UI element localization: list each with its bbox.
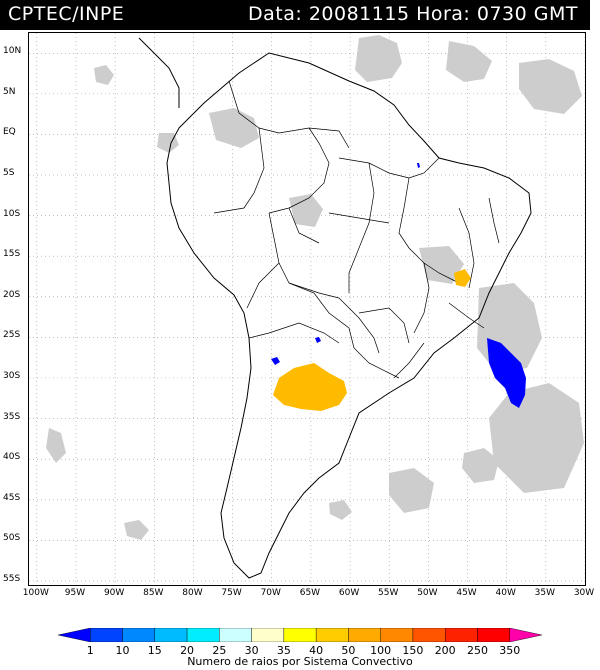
legend-colorbar [58,628,542,642]
legend-value: 15 [147,644,162,657]
legend-value: 40 [309,644,324,657]
map-frame [28,32,586,586]
country-borders [213,80,500,379]
legend-value: 1 [86,644,94,657]
legend-value: 10 [115,644,130,657]
map-header: CPTEC/INPE Data: 20081115 Hora: 0730 GMT [0,0,590,30]
legend-value: 200 [434,644,456,657]
legend-swatch [477,628,510,642]
legend-swatch [186,628,220,642]
lat-label: 25S [3,330,21,341]
lon-label: 30W [573,588,595,598]
lon-label: 50W [417,588,438,598]
legend-swatch [348,628,381,642]
lat-label: 45S [3,492,21,503]
coastline [138,37,532,579]
lon-label: 75W [221,588,242,598]
legend-swatch [122,628,155,642]
south-atlantic-cluster [487,338,526,408]
legend-swatch [315,628,349,642]
lat-label: 50S [3,533,21,544]
lat-label: 35S [3,411,21,422]
legend-value: 25 [212,644,227,657]
legend-swatch [412,628,446,642]
small-blue-cell-2 [315,337,321,343]
legend-swatch [509,628,542,642]
legend-caption: Numero de raios por Sistema Convectivo [187,655,413,668]
lat-label: 55S [3,573,21,584]
legend-swatch [283,628,317,642]
legend-value: 150 [402,644,424,657]
lat-label: 5S [3,168,15,179]
legend-value: 100 [370,644,392,657]
legend-value: 30 [244,644,259,657]
lon-label: 90W [103,588,125,598]
argentina-uruguay-cluster [273,363,347,411]
lat-label: 5N [3,86,16,97]
lon-label: 85W [143,588,164,598]
legend-swatch [58,628,91,642]
legend-swatch [251,628,285,642]
lon-label: 45W [456,588,477,598]
legend-value: 50 [341,644,356,657]
lat-label: 30S [3,371,21,381]
legend-value: 350 [499,644,521,657]
legend-value: 250 [466,644,488,657]
legend-swatch [90,628,123,642]
graticule [29,33,585,585]
lat-label: 40S [3,452,21,463]
lon-label: 65W [299,588,321,598]
lon-label: 40W [495,588,516,598]
lon-label: 95W [64,588,86,598]
legend-swatch [380,628,414,642]
lon-label: 80W [182,588,203,598]
lat-label: 15S [3,249,21,260]
datetime-label: Data: 20081115 Hora: 0730 GMT [248,3,578,25]
small-blue-cell-3 [417,163,420,168]
legend-value: 20 [180,644,195,657]
convective-systems [271,163,526,411]
lat-label: 20S [3,289,21,300]
lon-label: 60W [338,588,360,598]
legend-swatch [445,628,478,642]
source-label: CPTEC/INPE [8,3,125,25]
lat-label: 10S [3,208,21,219]
small-blue-cell-1 [271,357,280,365]
lat-label: 10N [3,46,22,57]
lon-label: 35W [534,588,556,598]
lon-label: 100W [22,588,49,598]
legend-value: 35 [276,644,291,657]
legend-swatch [154,628,188,642]
legend-swatch [219,628,252,642]
lon-label: 55W [378,588,399,598]
map-canvas [29,33,585,585]
lon-label: 70W [260,588,281,598]
minas-gerais-cluster [454,269,471,287]
lat-label: EQ [3,127,16,138]
cloud-cover [46,35,584,540]
